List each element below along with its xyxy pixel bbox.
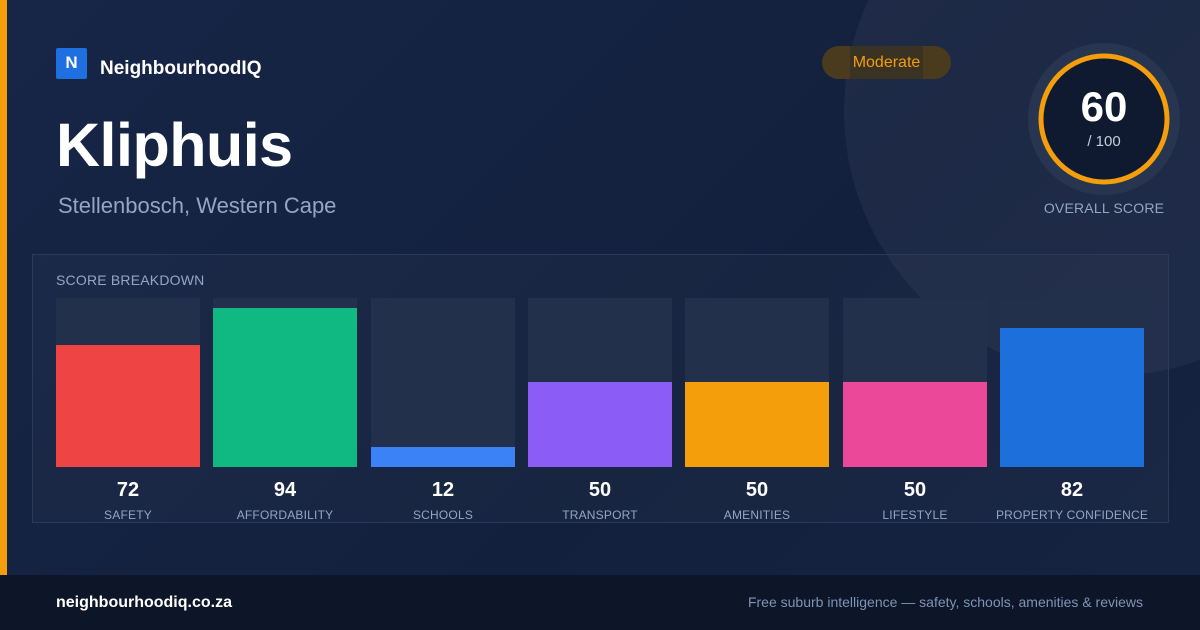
score-bar-value: 12 <box>431 479 455 501</box>
score-bar-track <box>56 298 200 467</box>
score-bar-schools: 12 SCHOOLS <box>371 298 515 522</box>
score-bar-fill <box>371 447 515 467</box>
score-bar-transport: 50 TRANSPORT <box>528 298 672 522</box>
suburb-region: Stellenbosch, Western Cape <box>58 193 337 218</box>
footer: neighbourhoodiq.co.za Free suburb intell… <box>0 575 1200 630</box>
score-bar-label: AFFORDABILITY <box>236 508 334 522</box>
score-bar-value: 82 <box>1060 479 1084 501</box>
brand: N NeighbourhoodIQ <box>56 46 261 80</box>
score-bar-value: 50 <box>745 479 769 501</box>
score-bar-track <box>528 298 672 467</box>
score-bar-track <box>213 298 357 467</box>
share-card: N NeighbourhoodIQ Kliphuis Stellenbosch,… <box>0 0 1200 575</box>
score-breakdown-bars: 72 SAFETY 94 AFFORDABILITY 12 SCHOOLS 50 TRANSP… <box>56 298 1148 522</box>
score-bar-affordability: 94 AFFORDABILITY <box>213 298 357 522</box>
score-bar-value: 72 <box>116 479 140 501</box>
score-ring-graphic <box>1028 43 1180 195</box>
score-bar-fill <box>843 382 987 467</box>
footer-domain-link[interactable]: neighbourhoodiq.co.za <box>56 594 232 611</box>
rating-badge-label: Moderate <box>852 53 921 71</box>
score-breakdown-title: SCORE BREAKDOWN <box>56 272 205 288</box>
score-bar-label: LIFESTYLE <box>882 508 948 522</box>
rating-badge: Moderate <box>822 46 951 79</box>
score-bar-lifestyle: 50 LIFESTYLE <box>843 298 987 522</box>
suburb-title: Kliphuis <box>56 111 293 179</box>
score-bar-label: PROPERTY CONFIDENCE <box>995 508 1149 522</box>
score-bar-value: 94 <box>273 479 297 501</box>
score-bar-track <box>371 298 515 467</box>
score-bar-track <box>685 298 829 467</box>
score-bar-fill <box>528 382 672 467</box>
overall-score-value: 60 <box>1080 83 1128 130</box>
accent-stripe <box>0 0 7 575</box>
overall-score-max: / 100 <box>1087 133 1121 150</box>
score-bar-property-confidence: 82 PROPERTY CONFIDENCE <box>996 298 1148 522</box>
score-bar-label: TRANSPORT <box>562 508 638 522</box>
overall-score-caption: OVERALL SCORE <box>1043 200 1165 216</box>
score-breakdown-panel: SCORE BREAKDOWN 72 SAFETY 94 AFFORDABILITY 1… <box>32 254 1169 523</box>
score-bar-safety: 72 SAFETY <box>56 298 200 522</box>
brand-name: NeighbourhoodIQ <box>100 58 262 79</box>
brand-logo-icon: N <box>56 47 87 79</box>
footer-tagline: Free suburb intelligence — safety, schoo… <box>747 594 1143 610</box>
score-bar-track <box>1000 298 1144 467</box>
score-bar-label: SAFETY <box>104 508 152 522</box>
overall-score-ring: 60 / 100 <box>1028 43 1180 195</box>
score-bar-value: 50 <box>588 479 612 501</box>
score-bar-track <box>843 298 987 467</box>
score-bar-fill <box>1000 328 1144 467</box>
score-bar-fill <box>56 345 200 467</box>
score-bar-label: AMENITIES <box>723 508 791 522</box>
score-bar-fill <box>685 382 829 467</box>
score-bar-label: SCHOOLS <box>412 508 474 522</box>
score-bar-fill <box>213 308 357 467</box>
score-bar-amenities: 50 AMENITIES <box>685 298 829 522</box>
score-bar-value: 50 <box>903 479 927 501</box>
